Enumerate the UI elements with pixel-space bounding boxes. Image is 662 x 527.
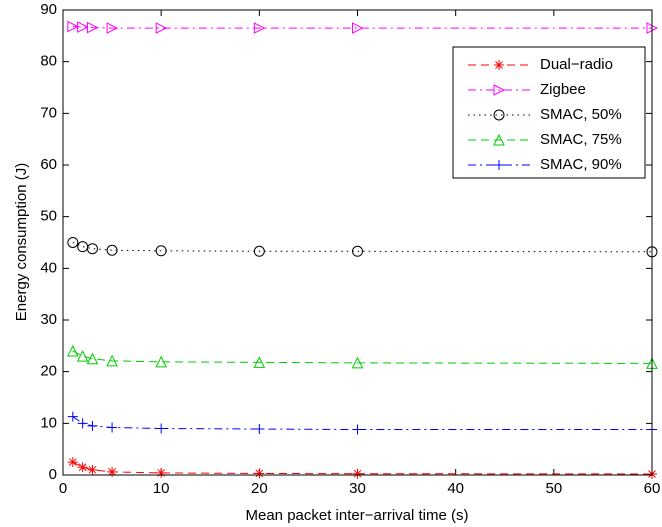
x-tick-label: 40 (447, 480, 464, 497)
data-point (106, 22, 119, 34)
data-point (86, 352, 99, 365)
data-point (77, 418, 88, 429)
legend-label: Dual−radio (540, 56, 613, 73)
x-tick-label: 10 (153, 480, 170, 497)
data-point (107, 466, 118, 477)
y-tick-label: 40 (40, 259, 57, 276)
data-point (107, 422, 118, 433)
data-point (67, 457, 78, 468)
y-tick-label: 90 (40, 1, 57, 18)
data-point (156, 467, 167, 478)
data-point (351, 356, 364, 369)
legend-label: Zigbee (540, 81, 586, 98)
legend: Dual−radio Zigbee SMAC, 50% SMAC, 75% SMAC, … (452, 46, 646, 179)
legend-marker (494, 160, 504, 170)
y-tick-label: 30 (40, 311, 57, 328)
data-point (106, 244, 118, 256)
data-point (67, 344, 79, 357)
data-point (352, 245, 364, 257)
y-tick-label: 60 (40, 156, 57, 173)
series-line (72, 461, 653, 475)
legend-marker (493, 84, 506, 96)
x-tick-label: 60 (644, 480, 661, 497)
x-axis-label: Mean packet inter−arrival time (s) (246, 507, 469, 524)
data-point (67, 411, 78, 422)
data-point (352, 424, 363, 435)
legend-marker (493, 133, 505, 146)
series-layer (67, 20, 659, 479)
data-point (646, 246, 658, 258)
data-point (254, 424, 265, 435)
y-axis-label: Energy consumption (J) (13, 163, 30, 321)
series-line (72, 350, 653, 364)
x-tick-label: 50 (545, 480, 562, 497)
data-point (87, 420, 98, 431)
data-point (155, 22, 168, 34)
axes-box (62, 9, 653, 476)
x-tick-label: 20 (251, 480, 268, 497)
data-point (67, 20, 79, 33)
x-tick-label: 30 (349, 480, 366, 497)
data-point (253, 356, 266, 368)
x-tick-label: 0 (59, 480, 67, 497)
data-point (86, 21, 99, 34)
legend-label: SMAC, 75% (540, 131, 622, 148)
y-tick-label: 20 (40, 363, 57, 380)
data-point (155, 355, 167, 368)
y-tick-label: 80 (40, 53, 57, 70)
legend-box (452, 46, 646, 179)
legend-marker (493, 109, 505, 121)
data-point (352, 22, 364, 34)
data-point (106, 354, 118, 367)
data-point (253, 22, 266, 34)
y-tick-label: 50 (40, 208, 57, 225)
series-line (72, 242, 653, 253)
y-tick-label: 70 (40, 104, 57, 121)
data-point (156, 423, 167, 434)
data-point (77, 21, 89, 33)
data-point (155, 245, 167, 257)
data-point (86, 243, 98, 255)
data-point (77, 462, 88, 473)
legend-label: SMAC, 50% (540, 106, 622, 123)
data-point (67, 237, 79, 248)
legend-marker (494, 60, 504, 70)
legend-label: SMAC, 90% (540, 156, 622, 173)
data-point (76, 350, 89, 362)
data-point (254, 468, 265, 479)
y-tick-label: 0 (49, 466, 57, 483)
y-tick-label: 10 (40, 414, 57, 431)
data-point (87, 464, 98, 475)
data-point (352, 468, 363, 479)
data-point (253, 245, 265, 257)
